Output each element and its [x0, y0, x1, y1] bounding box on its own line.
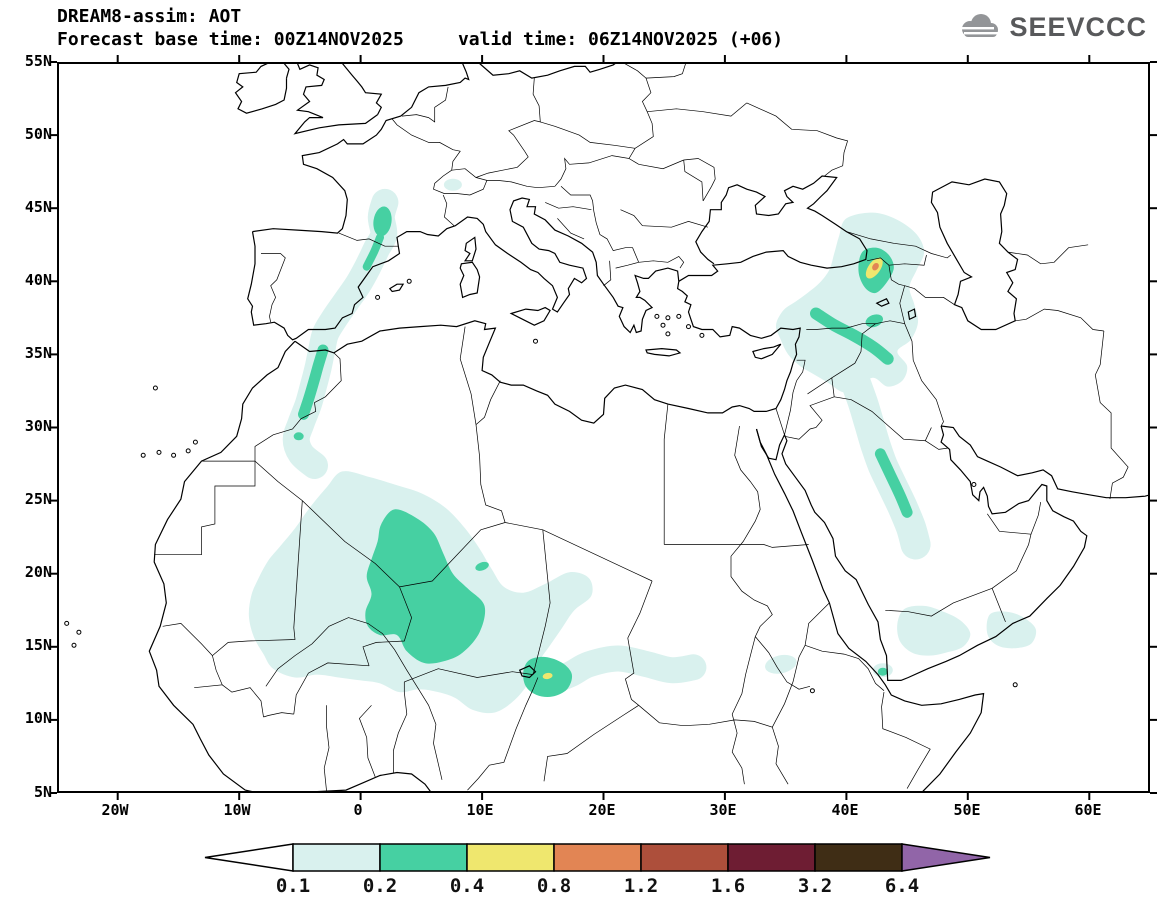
lat-tick-label: 40N	[24, 271, 52, 289]
colorbar-under-arrow	[204, 843, 294, 872]
aot-field	[248, 178, 1037, 714]
lat-tick-label: 45N	[24, 198, 52, 216]
colorbar-tick-label: 6.4	[884, 875, 920, 897]
colorbar-segment	[814, 843, 903, 872]
lon-tick-label: 60E	[1074, 801, 1102, 819]
lat-tick-label: 55N	[24, 52, 52, 70]
lon-tick-label: 20W	[101, 801, 129, 819]
colorbar-segment	[640, 843, 729, 872]
colorbar-segment	[379, 843, 468, 872]
axis-ticks	[50, 55, 1157, 800]
colorbar-tick-label: 0.1	[275, 875, 311, 897]
map-border	[57, 62, 1150, 793]
lon-tick-label: 10W	[223, 801, 251, 819]
map-canvas	[50, 55, 1157, 800]
map-lines	[64, 62, 1150, 793]
lat-tick-label: 35N	[24, 344, 52, 362]
lat-tick-label: 20N	[24, 563, 52, 581]
colorbar-tick-label: 0.8	[536, 875, 572, 897]
lon-tick-label: 10E	[466, 801, 494, 819]
colorbar-tick-label: 0.2	[362, 875, 398, 897]
plot-title: DREAM8-assim: AOT	[57, 6, 242, 27]
colorbar-segment	[727, 843, 816, 872]
lat-tick-label: 25N	[24, 490, 52, 508]
colorbar-tick-label: 1.6	[710, 875, 746, 897]
colorbar-tick-label: 3.2	[797, 875, 833, 897]
rivers	[265, 425, 811, 785]
forecast-map	[50, 55, 1157, 800]
lat-tick-label: 5N	[33, 783, 52, 801]
lon-tick-label: 50E	[953, 801, 981, 819]
colorbar-segment	[553, 843, 642, 872]
lon-tick-label: 20E	[588, 801, 616, 819]
coastlines	[64, 62, 1150, 793]
lon-tick-label: 40E	[831, 801, 859, 819]
lat-tick-label: 15N	[24, 636, 52, 654]
lat-tick-label: 10N	[24, 709, 52, 727]
country-borders	[154, 62, 1129, 792]
colorbar: 0.1 0.2 0.4 0.8 1.2 1.6 3.2 6.4	[203, 842, 993, 902]
lon-tick-label: 0	[353, 801, 363, 819]
logo-text: SEEVCCC	[1009, 12, 1147, 42]
colorbar-scale	[204, 843, 991, 872]
seevccc-logo: SEEVCCC	[956, 12, 1147, 43]
lat-tick-label: 50N	[24, 125, 52, 143]
colorbar-segment	[292, 843, 381, 872]
colorbar-segment	[466, 843, 555, 872]
colorbar-tick-label: 0.4	[449, 875, 485, 897]
plot-subtitle: Forecast base time: 00Z14NOV2025 valid t…	[57, 29, 784, 50]
cloud-icon	[960, 13, 999, 37]
colorbar-tick-label: 1.2	[623, 875, 659, 897]
lat-tick-label: 30N	[24, 417, 52, 435]
colorbar-over-arrow	[901, 843, 991, 872]
lon-tick-label: 30E	[709, 801, 737, 819]
